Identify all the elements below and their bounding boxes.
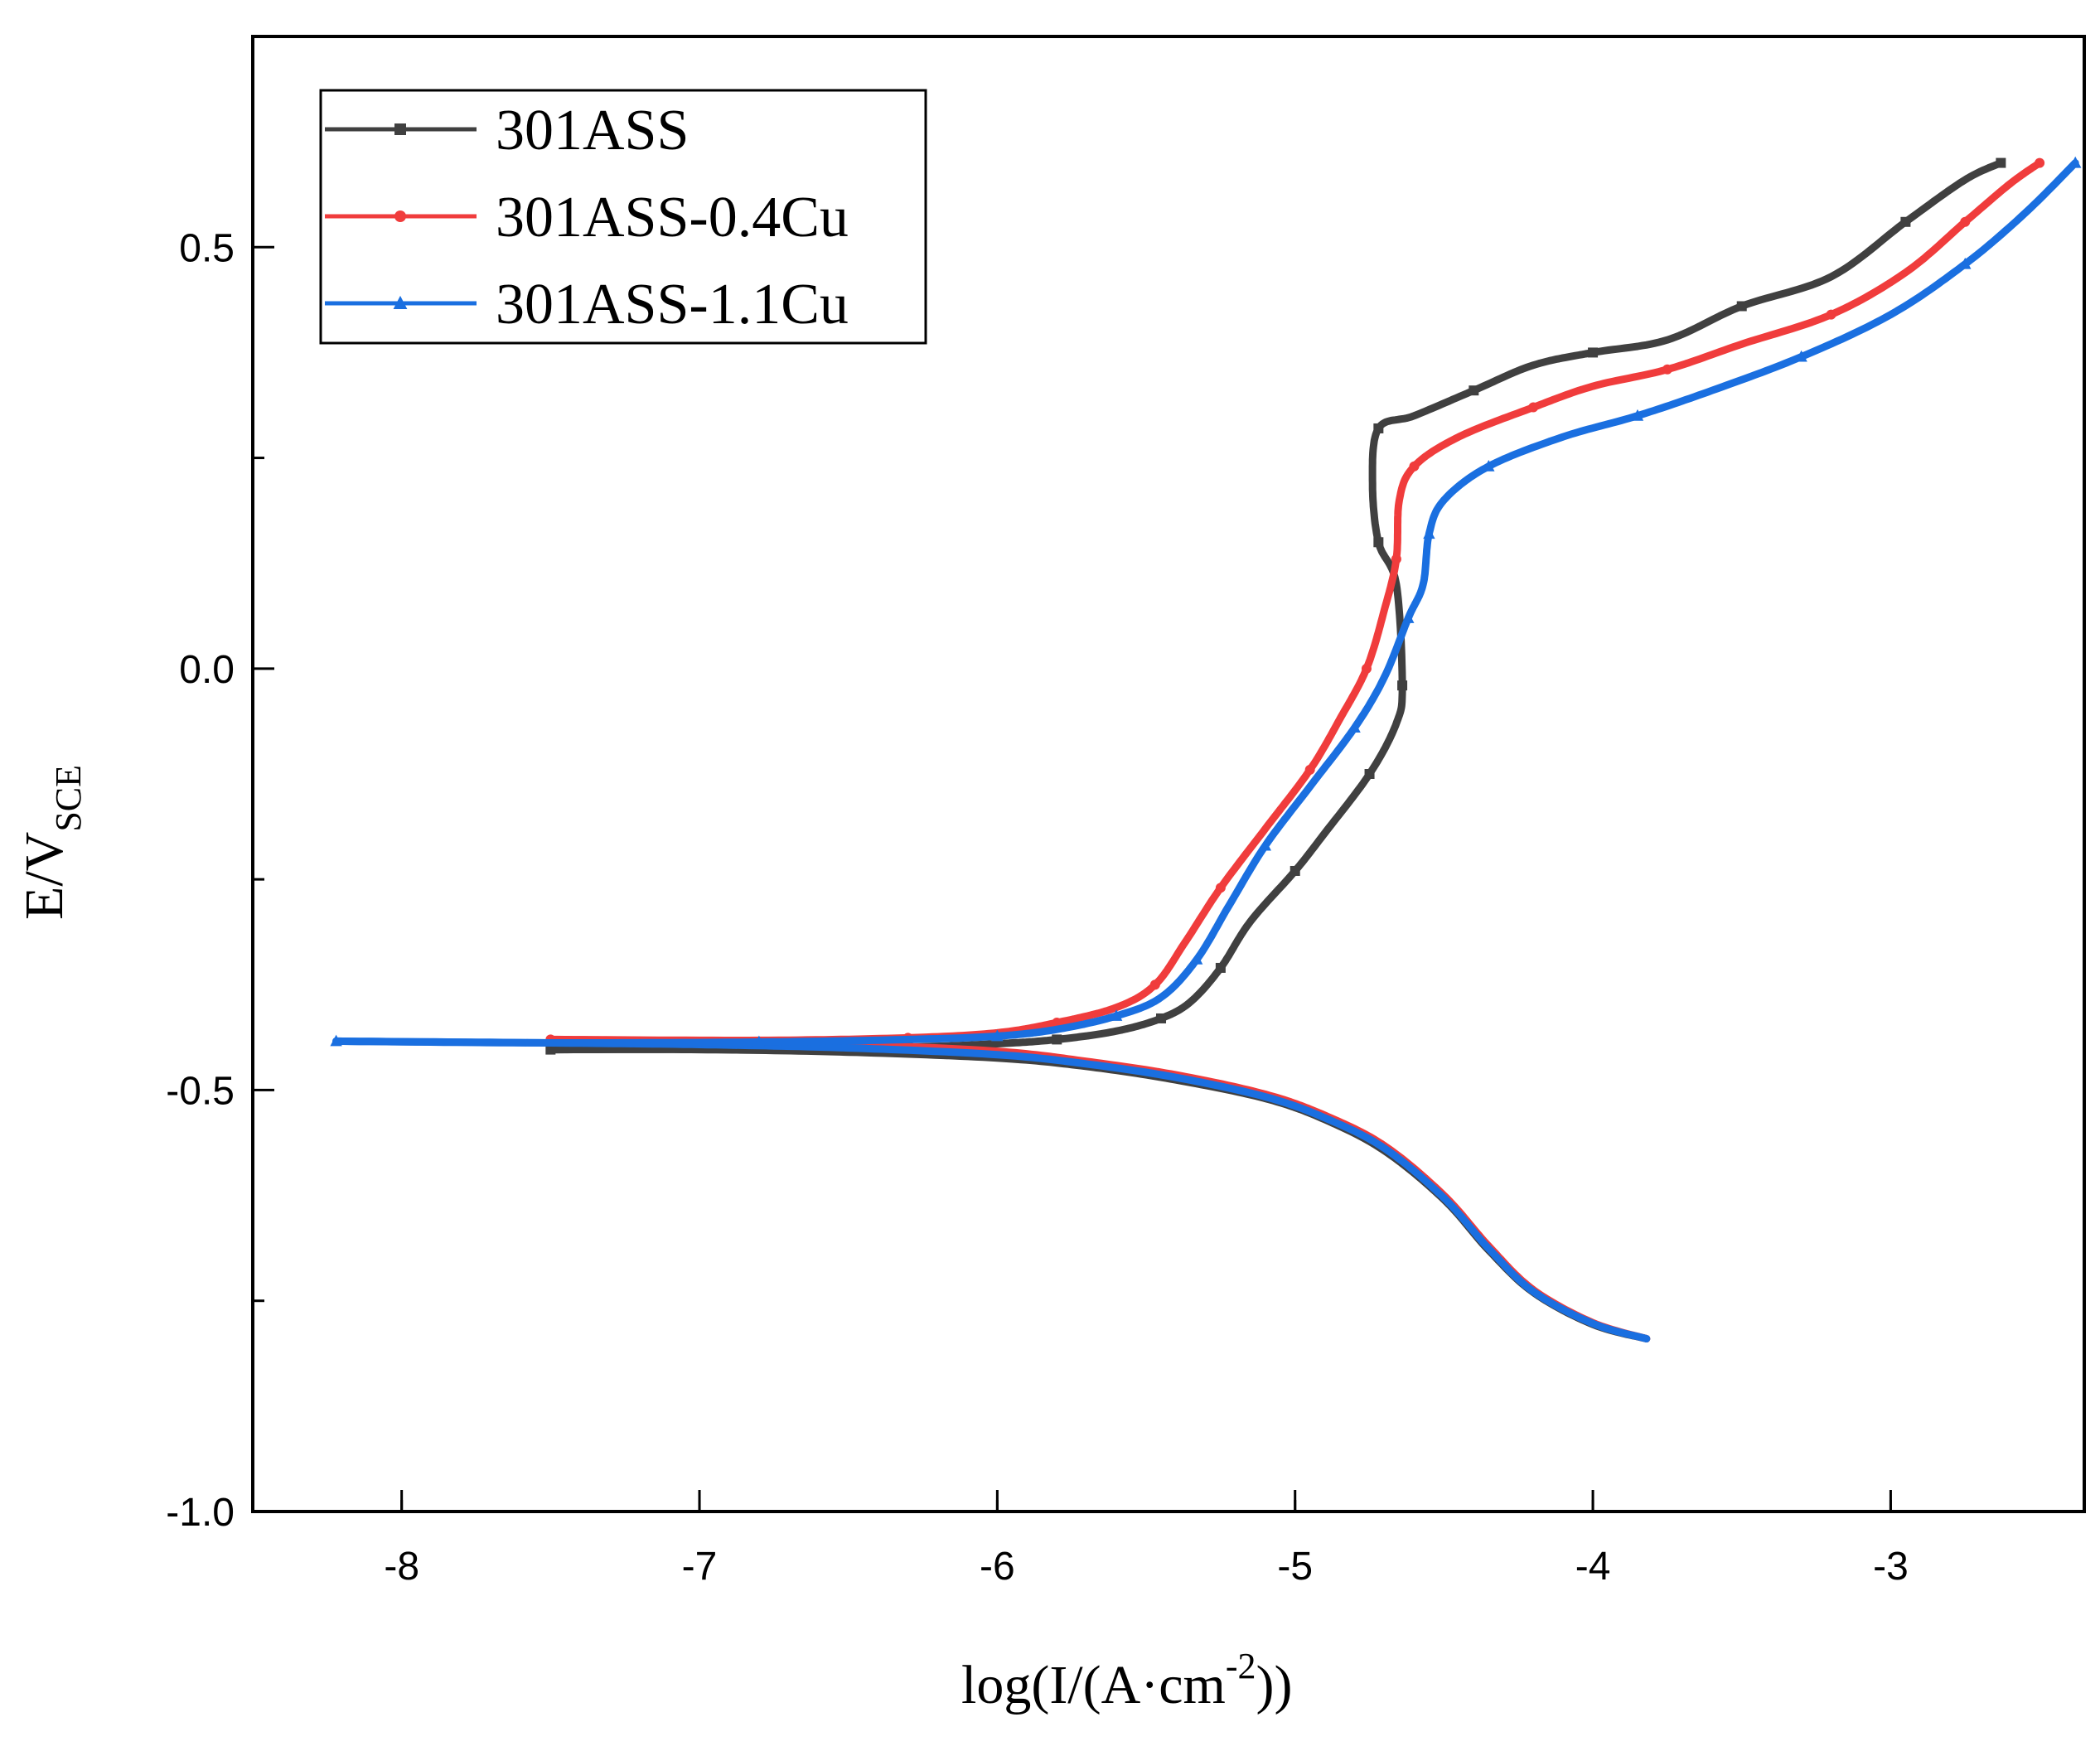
series-2-marker <box>1528 402 1539 413</box>
legend-marker <box>394 123 406 135</box>
x-axis-title-main: log(I/(A·cm <box>961 1655 1226 1715</box>
x-tick-label: -5 <box>1277 1545 1313 1589</box>
series-1-marker <box>1215 962 1226 973</box>
series-2-cathodic-line <box>546 1035 1651 1342</box>
series-3-marker <box>1402 612 1415 623</box>
series-2-marker <box>1826 309 1836 320</box>
legend-marker <box>394 210 406 222</box>
legend-label: 301ASS-1.1Cu <box>496 273 849 336</box>
series-3 <box>330 156 2082 1342</box>
legend: 301ASS 301ASS-0.4Cu 301ASS-1.1Cu <box>319 89 927 345</box>
legend-marker <box>393 295 408 309</box>
legend-items: 301ASS 301ASS-0.4Cu 301ASS-1.1Cu <box>325 99 849 336</box>
y-axis-title-main: E/V <box>14 832 75 920</box>
series-3-marker <box>1348 721 1361 733</box>
series-2-marker <box>1149 979 1160 990</box>
x-tick-label: -6 <box>980 1545 1015 1589</box>
series-2-marker <box>1960 216 1971 227</box>
series-1-marker <box>1052 1034 1062 1045</box>
series-2-marker <box>1215 883 1226 893</box>
x-axis-title-superscript: -2 <box>1226 1646 1256 1686</box>
series-2-anodic-line <box>546 159 2044 1044</box>
y-axis-title-subscript: SCE <box>48 765 89 832</box>
series-1-marker <box>1469 385 1479 396</box>
series-3-cathodic-line <box>332 1037 1651 1342</box>
legend-item-2: 301ASS-0.4Cu <box>325 186 849 249</box>
series-1-cathodic-line <box>546 1045 1651 1342</box>
series-1-marker <box>1364 769 1375 779</box>
series-3-marker <box>991 1029 1004 1042</box>
x-axis-title: log(I/(A·cm-2)) <box>961 1646 1293 1715</box>
axis-ticks <box>253 245 1892 1513</box>
x-tick-label: -3 <box>1873 1545 1909 1589</box>
series-3-marker <box>1190 952 1203 965</box>
series-1-marker <box>1373 537 1384 548</box>
x-tick-label: -8 <box>384 1545 419 1589</box>
series-1-marker <box>545 1044 556 1055</box>
series-1-marker <box>1373 423 1384 433</box>
legend-item-3: 301ASS-1.1Cu <box>325 273 849 336</box>
y-tick-label: 0.0 <box>179 648 235 692</box>
series-1-marker <box>1397 680 1408 691</box>
y-axis-title: E/VSCE <box>14 765 89 920</box>
data-series <box>330 156 2082 1342</box>
y-tick-label: 0.5 <box>179 226 235 270</box>
series-3-marker <box>1110 1009 1123 1021</box>
series-2-marker <box>1409 461 1420 472</box>
series-2-marker <box>1361 663 1372 674</box>
series-2-marker <box>2035 157 2045 168</box>
series-1-marker <box>1290 865 1300 876</box>
plot-frame <box>251 35 2086 1513</box>
series-3-marker <box>752 1035 766 1047</box>
legend-label: 301ASS <box>496 99 689 162</box>
x-axis-title-tail: )) <box>1256 1655 1293 1715</box>
series-3-anodic-line <box>332 159 2079 1047</box>
axis-tick-labels: -8 -7 -6 -5 -4 -3 -1.0 -0.5 0.0 0.5 <box>166 226 1908 1589</box>
series-3-marker <box>1959 257 1972 269</box>
y-tick-label: -1.0 <box>166 1491 235 1535</box>
series-3-marker <box>1259 839 1271 851</box>
series-2-marker <box>1052 1018 1062 1028</box>
series-3-marker <box>1483 459 1495 472</box>
series-3-marker <box>2069 156 2082 168</box>
x-tick-label: -7 <box>682 1545 718 1589</box>
series-3-marker <box>1795 350 1807 362</box>
series-3-marker <box>1423 527 1435 539</box>
legend-label: 301ASS-0.4Cu <box>496 186 849 249</box>
series-3-marker <box>1631 409 1644 421</box>
series-2-marker <box>1662 364 1672 375</box>
legend-item-1: 301ASS <box>325 99 689 162</box>
series-2-marker <box>1391 554 1401 564</box>
series-1-marker <box>1156 1013 1167 1023</box>
x-tick-label: -4 <box>1575 1545 1611 1589</box>
series-3-marker <box>330 1034 342 1047</box>
series-1-marker <box>1588 347 1599 358</box>
series-1-marker <box>1736 301 1747 312</box>
series-1-marker <box>1996 157 2006 168</box>
series-1-marker <box>1900 216 1911 227</box>
y-tick-label: -0.5 <box>166 1069 235 1113</box>
series-2-marker <box>1304 764 1315 775</box>
